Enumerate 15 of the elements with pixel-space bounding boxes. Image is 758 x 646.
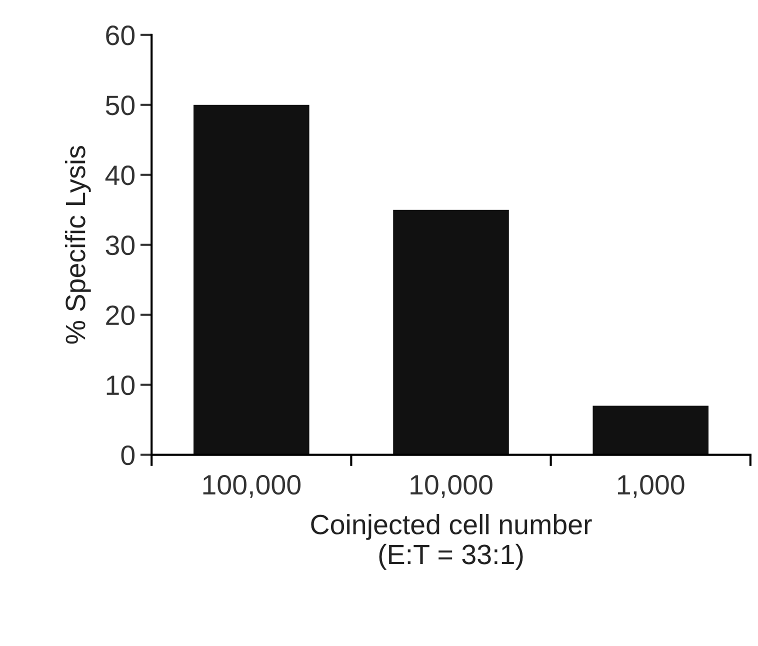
x-tick-label: 100,000 (203, 474, 301, 498)
x-axis-title: Coinjected cell number (E:T = 33:1) (311, 514, 592, 570)
y-tick-label: 20 (106, 305, 135, 326)
bar (393, 210, 509, 455)
y-tick-label: 50 (106, 96, 135, 116)
y-tick-label: 10 (106, 375, 135, 396)
bar (592, 406, 709, 455)
y-tick-label: 60 (106, 26, 135, 46)
y-tick-label: 0 (121, 445, 135, 466)
y-tick-label: 40 (105, 166, 135, 186)
x-tick-label: 10,000 (410, 474, 492, 498)
y-tick-label: 30 (106, 236, 135, 256)
y-axis-title: % Specific Lysis (64, 146, 91, 344)
bar (194, 104, 310, 455)
x-tick-label: 1,000 (618, 474, 684, 498)
